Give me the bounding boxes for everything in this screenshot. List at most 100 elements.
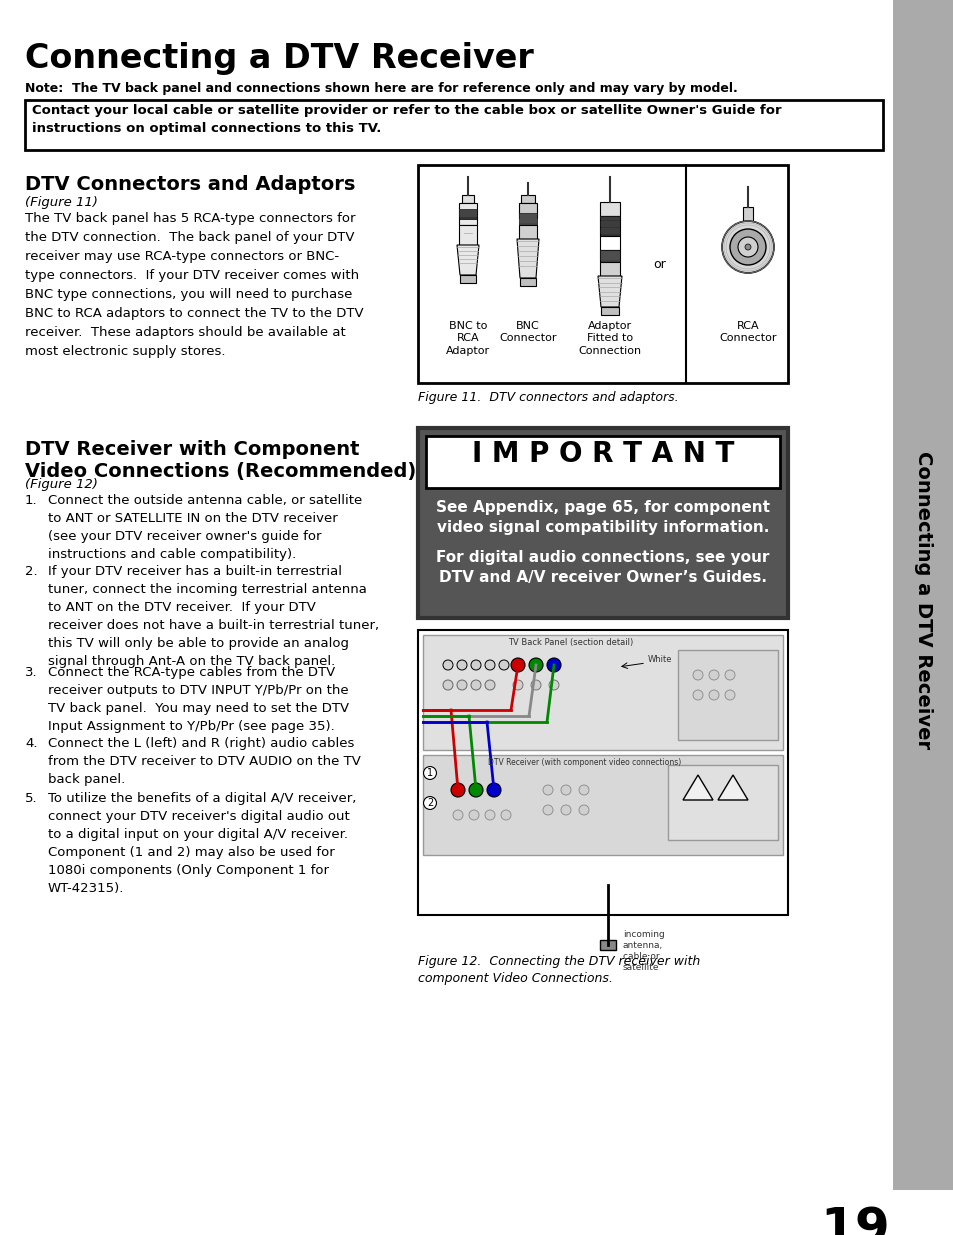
Text: 4.: 4. xyxy=(25,737,37,750)
Circle shape xyxy=(484,810,495,820)
Circle shape xyxy=(708,671,719,680)
Circle shape xyxy=(484,680,495,690)
Text: White: White xyxy=(647,656,672,664)
Text: 1: 1 xyxy=(427,768,433,778)
Text: The TV back panel has 5 RCA-type connectors for
the DTV connection.  The back pa: The TV back panel has 5 RCA-type connect… xyxy=(25,212,363,358)
Bar xyxy=(422,635,782,750)
Bar xyxy=(599,940,616,950)
Bar xyxy=(519,278,536,287)
Circle shape xyxy=(469,783,482,797)
Circle shape xyxy=(692,671,702,680)
Text: BNC
Connector: BNC Connector xyxy=(498,321,557,343)
Bar xyxy=(520,195,535,203)
Bar xyxy=(742,207,752,222)
Text: RCA
Connector: RCA Connector xyxy=(719,321,776,343)
Bar xyxy=(599,216,619,236)
Circle shape xyxy=(546,658,560,672)
Circle shape xyxy=(744,245,750,249)
Circle shape xyxy=(511,658,524,672)
Circle shape xyxy=(560,805,571,815)
Circle shape xyxy=(498,659,509,671)
Text: 5.: 5. xyxy=(25,793,37,805)
Bar xyxy=(459,275,476,283)
Text: or: or xyxy=(653,258,666,272)
Text: (Figure 11): (Figure 11) xyxy=(25,196,98,209)
Bar xyxy=(678,650,778,740)
Text: 1.: 1. xyxy=(25,494,37,508)
Circle shape xyxy=(456,659,467,671)
Text: 3.: 3. xyxy=(25,666,37,679)
Circle shape xyxy=(548,680,558,690)
Text: See Appendix, page 65, for component
video signal compatibility information.: See Appendix, page 65, for component vid… xyxy=(436,500,769,535)
Bar xyxy=(599,262,619,275)
Text: DTV Receiver with Component
Video Connections (Recommended): DTV Receiver with Component Video Connec… xyxy=(25,440,416,480)
Bar xyxy=(25,100,882,149)
Bar xyxy=(458,203,476,225)
Text: DTV Receiver (with component video connections): DTV Receiver (with component video conne… xyxy=(488,758,680,767)
Polygon shape xyxy=(517,240,538,278)
Bar xyxy=(667,764,778,840)
Circle shape xyxy=(484,659,495,671)
Text: 2.: 2. xyxy=(25,564,37,578)
Bar xyxy=(599,249,619,262)
Text: 2: 2 xyxy=(426,798,433,808)
Circle shape xyxy=(471,659,480,671)
Bar xyxy=(458,209,476,219)
Text: For digital audio connections, see your
DTV and A/V receiver Owner’s Guides.: For digital audio connections, see your … xyxy=(436,550,769,585)
Polygon shape xyxy=(682,776,712,800)
Bar xyxy=(600,308,618,315)
Circle shape xyxy=(451,783,464,797)
Circle shape xyxy=(724,690,734,700)
Circle shape xyxy=(442,680,453,690)
Circle shape xyxy=(578,805,588,815)
Text: Contact your local cable or satellite provider or refer to the cable box or sate: Contact your local cable or satellite pr… xyxy=(32,104,781,135)
Circle shape xyxy=(471,680,480,690)
Text: DTV Connectors and Adaptors: DTV Connectors and Adaptors xyxy=(25,175,355,194)
Bar xyxy=(417,165,787,383)
Circle shape xyxy=(724,671,734,680)
Text: I M P O R T A N T: I M P O R T A N T xyxy=(472,440,734,468)
Text: Note:  The TV back panel and connections shown here are for reference only and m: Note: The TV back panel and connections … xyxy=(25,82,737,95)
Bar xyxy=(518,225,537,240)
Text: To utilize the benefits of a digital A/V receiver,
connect your DTV receiver's d: To utilize the benefits of a digital A/V… xyxy=(48,793,356,895)
Text: Connect the L (left) and R (right) audio cables
from the DTV receiver to DTV AUD: Connect the L (left) and R (right) audio… xyxy=(48,737,360,785)
Circle shape xyxy=(560,785,571,795)
Circle shape xyxy=(453,810,462,820)
Text: incoming
antenna,
cable or
satellite: incoming antenna, cable or satellite xyxy=(622,930,664,972)
Text: Connect the RCA-type cables from the DTV
receiver outputs to DTV INPUT Y/Pb/Pr o: Connect the RCA-type cables from the DTV… xyxy=(48,666,349,734)
Text: Adaptor
Fitted to
Connection: Adaptor Fitted to Connection xyxy=(578,321,640,356)
Bar xyxy=(599,203,619,216)
Circle shape xyxy=(708,690,719,700)
Circle shape xyxy=(729,228,765,266)
Bar xyxy=(426,436,780,488)
Circle shape xyxy=(531,680,540,690)
Circle shape xyxy=(578,785,588,795)
Bar xyxy=(458,225,476,245)
Bar xyxy=(599,236,619,249)
Circle shape xyxy=(500,810,511,820)
Bar xyxy=(461,195,474,203)
Bar xyxy=(892,0,953,1191)
Circle shape xyxy=(692,690,702,700)
Bar xyxy=(417,429,787,618)
Bar xyxy=(518,203,537,219)
Circle shape xyxy=(738,237,758,257)
Circle shape xyxy=(542,805,553,815)
Circle shape xyxy=(486,783,500,797)
Polygon shape xyxy=(598,275,621,308)
Polygon shape xyxy=(456,245,478,275)
Text: Connecting a DTV Receiver: Connecting a DTV Receiver xyxy=(913,451,932,750)
Circle shape xyxy=(442,659,453,671)
Text: (Figure 12): (Figure 12) xyxy=(25,478,98,492)
Circle shape xyxy=(513,680,522,690)
Text: 19: 19 xyxy=(820,1205,889,1235)
Circle shape xyxy=(721,221,773,273)
Circle shape xyxy=(529,658,542,672)
Bar xyxy=(518,212,537,225)
Text: Connecting a DTV Receiver: Connecting a DTV Receiver xyxy=(25,42,533,75)
Bar xyxy=(417,630,787,915)
Text: BNC to
RCA
Adaptor: BNC to RCA Adaptor xyxy=(445,321,490,356)
Text: Connect the outside antenna cable, or satellite
to ANT or SATELLITE IN on the DT: Connect the outside antenna cable, or sa… xyxy=(48,494,362,561)
Text: Figure 11.  DTV connectors and adaptors.: Figure 11. DTV connectors and adaptors. xyxy=(417,391,678,404)
Circle shape xyxy=(469,810,478,820)
